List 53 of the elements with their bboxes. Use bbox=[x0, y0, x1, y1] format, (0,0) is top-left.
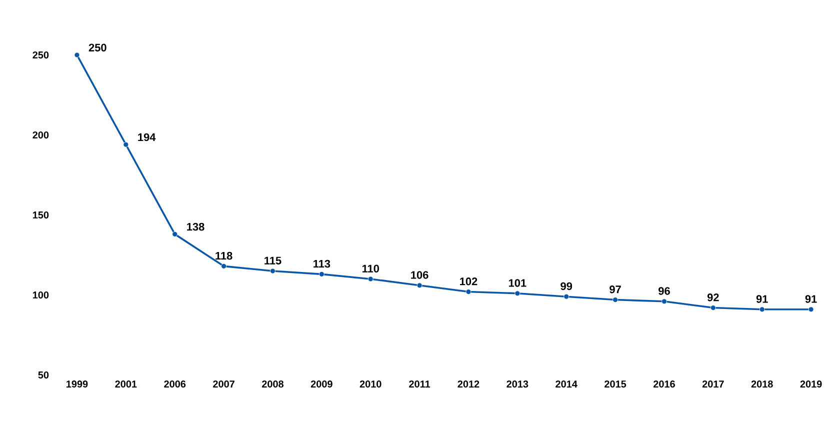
point bbox=[759, 306, 765, 312]
x-tick-label: 2007 bbox=[213, 380, 234, 388]
data-label: 194 bbox=[138, 133, 156, 142]
point bbox=[368, 276, 374, 282]
data-label: 138 bbox=[187, 222, 204, 231]
x-tick-label: 2001 bbox=[115, 380, 137, 388]
x-tick-label: 2006 bbox=[164, 380, 186, 388]
x-tick-label: 2013 bbox=[506, 380, 528, 388]
data-label: 99 bbox=[560, 282, 572, 290]
x-tick-label: 2016 bbox=[653, 380, 675, 388]
y-tick-label: 150 bbox=[32, 211, 49, 219]
x-tick-label: 2015 bbox=[604, 380, 626, 388]
data-label: 110 bbox=[362, 264, 379, 272]
point bbox=[808, 306, 814, 312]
data-label: 91 bbox=[756, 295, 768, 303]
data-label: 102 bbox=[460, 278, 478, 286]
x-tick-label: 2019 bbox=[800, 380, 822, 388]
point bbox=[564, 294, 570, 300]
data-label: 101 bbox=[508, 279, 526, 287]
x-tick-label: 2014 bbox=[556, 380, 578, 388]
point bbox=[416, 282, 422, 288]
point bbox=[123, 142, 129, 148]
data-label: 118 bbox=[216, 252, 232, 260]
data-label: 92 bbox=[707, 294, 719, 302]
x-tick-label: 1999 bbox=[66, 380, 88, 388]
x-tick-label: 2008 bbox=[262, 380, 284, 388]
x-tick-label: 2018 bbox=[751, 380, 773, 388]
x-tick-label: 2009 bbox=[310, 380, 332, 388]
point bbox=[466, 289, 472, 294]
point bbox=[221, 263, 226, 269]
data-label: 113 bbox=[314, 260, 330, 268]
point bbox=[172, 231, 178, 237]
y-tick-label: 200 bbox=[32, 131, 49, 139]
point bbox=[612, 297, 618, 302]
x-tick-label: 2017 bbox=[702, 380, 724, 388]
x-tick-label: 2010 bbox=[360, 380, 382, 388]
point bbox=[318, 271, 324, 277]
point bbox=[710, 305, 716, 310]
x-tick-label: 2011 bbox=[409, 380, 430, 388]
x-tick-label: 2012 bbox=[458, 380, 480, 388]
data-label: 96 bbox=[658, 287, 670, 295]
y-tick-label: 50 bbox=[38, 371, 49, 379]
data-label: 250 bbox=[88, 44, 106, 52]
point bbox=[662, 298, 667, 304]
point bbox=[270, 268, 276, 274]
y-tick-label: 100 bbox=[32, 291, 49, 299]
data-label: 115 bbox=[264, 256, 282, 264]
data-label: 91 bbox=[805, 295, 817, 303]
data-label: 97 bbox=[610, 286, 621, 294]
y-tick-label: 250 bbox=[32, 51, 49, 59]
point bbox=[514, 290, 520, 296]
point bbox=[74, 52, 80, 58]
data-label: 106 bbox=[411, 271, 428, 279]
